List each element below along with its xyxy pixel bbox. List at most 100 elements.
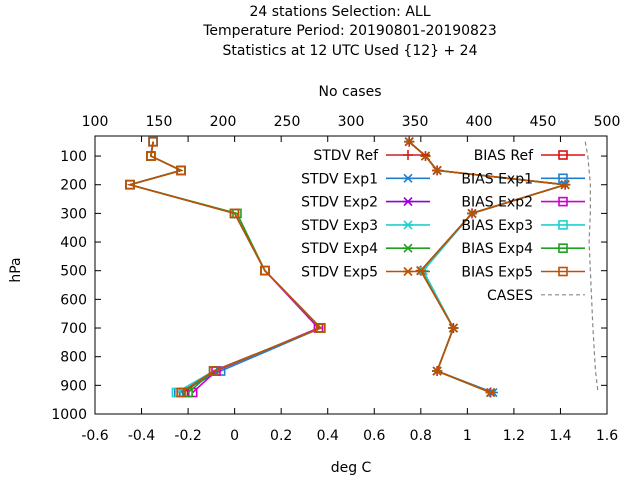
- x2-tick-label: 150: [146, 114, 173, 130]
- y-tick-label: 500: [60, 264, 87, 280]
- data-point: [148, 136, 158, 147]
- x2-axis-label: No cases: [319, 84, 382, 100]
- legend-item: STDV Exp2: [301, 195, 430, 211]
- legend: STDV Ref STDV Exp1 STDV Exp2 STDV Exp3 STDV …: [301, 148, 585, 304]
- legend-item: STDV Exp4: [301, 241, 430, 257]
- legend-item: STDV Exp3: [301, 218, 430, 234]
- data-point: [467, 208, 478, 218]
- data-point: [315, 323, 326, 333]
- legend-marker: [403, 197, 413, 207]
- x-tick-label: -0.6: [81, 428, 108, 444]
- x2-tick-label: 100: [82, 114, 109, 130]
- x2-tick-label: 200: [210, 114, 237, 130]
- x-tick-label: 1.6: [596, 428, 618, 444]
- legend-marker: [558, 173, 568, 184]
- data-point: [176, 387, 186, 398]
- legend-item: STDV Exp5: [301, 265, 430, 281]
- data-point: [208, 366, 219, 376]
- legend-label: BIAS Exp5: [461, 265, 533, 281]
- data-point: [448, 323, 459, 333]
- x2-tick-label: 450: [530, 114, 557, 130]
- legend-marker: [403, 243, 413, 253]
- legend-marker: [403, 150, 413, 160]
- y-tick-label: 700: [60, 321, 87, 337]
- data-point: [146, 151, 156, 161]
- legend-label: CASES: [487, 288, 533, 304]
- x2-tick-label: 350: [402, 114, 429, 130]
- data-point: [432, 165, 443, 175]
- legend-item: BIAS Exp3: [461, 218, 585, 234]
- y-tick-label: 600: [60, 292, 87, 308]
- y-tick-label: 800: [60, 350, 87, 366]
- legend-marker: [403, 220, 413, 230]
- chart-title-line-2: Temperature Period: 20190801-20190823: [202, 23, 497, 39]
- data-point: [485, 387, 496, 398]
- legend-marker: [558, 220, 568, 230]
- legend-marker: [558, 266, 568, 277]
- series-line: [126, 141, 323, 394]
- chart-title-line-3: Statistics at 12 UTC Used {12} + 24: [222, 43, 477, 59]
- y-tick-label: 400: [60, 235, 87, 251]
- y-tick-label: 1000: [51, 407, 87, 423]
- series-bias-exp5: [125, 136, 326, 398]
- series-bias-exp4: [125, 136, 326, 398]
- y-tick-label: 300: [60, 206, 87, 222]
- data-point: [176, 165, 186, 176]
- legend-item: CASES: [487, 288, 585, 304]
- data-point: [229, 208, 240, 219]
- x-axis-label: deg C: [331, 460, 372, 476]
- data-point: [404, 137, 415, 147]
- legend-item: BIAS Ref: [474, 148, 585, 164]
- series-stdv-exp5: [404, 137, 571, 398]
- x-tick-label: 1: [463, 428, 472, 444]
- x2-tick-label: 300: [338, 114, 365, 130]
- legend-marker: [403, 173, 413, 183]
- legend-label: BIAS Exp3: [461, 218, 533, 234]
- legend-label: BIAS Exp1: [461, 171, 533, 187]
- legend-item: STDV Exp1: [301, 171, 430, 187]
- plot-frame: [94, 135, 608, 415]
- x-tick-label: 0.6: [363, 428, 385, 444]
- x2-tick-label: 400: [466, 114, 493, 130]
- data-point: [125, 179, 135, 190]
- x2-tick-label: 500: [594, 114, 621, 130]
- legend-label: STDV Exp2: [301, 195, 378, 211]
- series-line: [126, 141, 323, 394]
- data-point: [420, 151, 431, 161]
- legend-marker: [558, 196, 568, 207]
- legend-marker: [558, 150, 568, 160]
- legend-label: BIAS Ref: [474, 148, 534, 164]
- legend-label: STDV Exp3: [301, 218, 378, 234]
- series-line: [126, 141, 323, 394]
- x-tick-label: -0.4: [128, 428, 155, 444]
- data-point: [432, 366, 443, 376]
- legend-marker: [558, 243, 568, 253]
- legend-label: STDV Exp1: [301, 171, 378, 187]
- legend-label: STDV Exp4: [301, 241, 378, 257]
- legend-label: STDV Ref: [313, 148, 379, 164]
- series-bias-exp3: [125, 136, 326, 398]
- y-axis-label: hPa: [8, 257, 24, 282]
- series-layer: [125, 136, 599, 398]
- series-bias-ref: [125, 136, 326, 398]
- series-bias-exp1: [125, 136, 326, 398]
- x-tick-label: 1.4: [549, 428, 571, 444]
- legend-item: BIAS Exp5: [461, 265, 585, 281]
- x-tick-label: 1.2: [503, 428, 525, 444]
- legend-item: BIAS Exp4: [461, 241, 585, 257]
- x-tick-label: 0.4: [317, 428, 339, 444]
- legend-marker: [403, 266, 413, 277]
- cases-line: [584, 141, 599, 393]
- legend-item: BIAS Exp1: [461, 171, 585, 187]
- legend-item: BIAS Exp2: [461, 195, 585, 211]
- chart-title-line-1: 24 stations Selection: ALL: [249, 4, 430, 20]
- x-tick-label: 0.2: [270, 428, 292, 444]
- data-point: [260, 265, 270, 276]
- series-line: [126, 141, 323, 394]
- y-tick-label: 900: [60, 378, 87, 394]
- legend-label: STDV Exp5: [301, 265, 378, 281]
- series-line: [126, 141, 323, 394]
- legend-label: BIAS Exp2: [461, 195, 533, 211]
- legend-label: BIAS Exp4: [461, 241, 533, 257]
